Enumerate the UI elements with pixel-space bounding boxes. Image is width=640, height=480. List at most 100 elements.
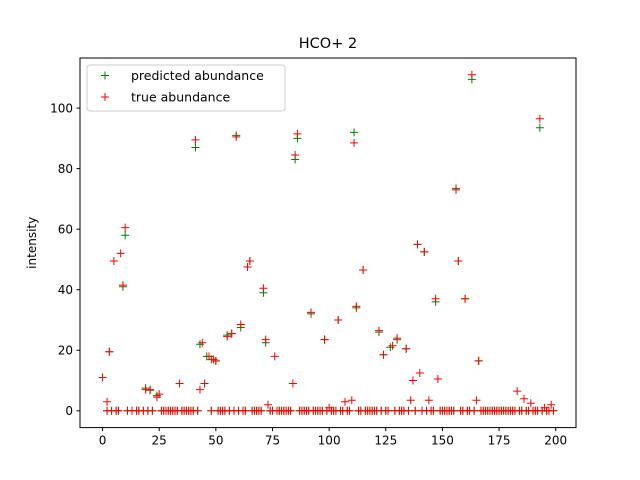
- data-point: [114, 406, 123, 415]
- data-point: [388, 341, 397, 350]
- y-axis: 0 20 40 60 80 100: [50, 101, 80, 418]
- data-point: [105, 347, 114, 356]
- data-point: [470, 406, 479, 415]
- data-point: [393, 334, 402, 343]
- x-tick-label: 25: [152, 434, 167, 448]
- data-point: [345, 406, 354, 415]
- data-point: [193, 406, 202, 415]
- data-point: [207, 406, 216, 415]
- data-point: [547, 400, 556, 409]
- data-point: [195, 385, 204, 394]
- data-point: [402, 344, 411, 353]
- chart-title: HCO+ 2: [299, 36, 357, 52]
- data-point: [526, 399, 535, 408]
- y-tick-label: 40: [58, 283, 73, 297]
- data-point: [175, 379, 184, 388]
- x-tick-label: 175: [488, 434, 511, 448]
- legend-box: [86, 64, 286, 112]
- data-point: [513, 387, 522, 396]
- data-point: [223, 332, 232, 341]
- data-point: [406, 396, 415, 405]
- data-point: [263, 400, 272, 409]
- y-tick-label: 60: [58, 222, 73, 236]
- data-point: [109, 256, 118, 265]
- data-point: [374, 326, 383, 335]
- x-tick-label: 100: [318, 434, 341, 448]
- data-point: [404, 406, 413, 415]
- data-point: [359, 266, 368, 275]
- data-point: [146, 385, 155, 394]
- data-point: [347, 396, 356, 405]
- data-point: [191, 143, 200, 152]
- data-point: [243, 263, 252, 272]
- y-tick-label: 0: [65, 404, 73, 418]
- data-point: [340, 397, 349, 406]
- plot-frame: [79, 57, 577, 429]
- data-point: [198, 338, 207, 347]
- data-point: [350, 128, 359, 137]
- data-point: [118, 281, 127, 290]
- data-marks: [98, 70, 558, 415]
- data-point: [452, 185, 461, 194]
- data-point: [232, 132, 241, 141]
- data-point: [411, 406, 420, 415]
- x-tick-label: 0: [99, 434, 107, 448]
- x-tick-label: 200: [544, 434, 567, 448]
- data-point: [259, 284, 268, 293]
- data-point: [241, 406, 250, 415]
- y-axis-label: intensity: [25, 217, 39, 269]
- data-point: [379, 350, 388, 359]
- data-point: [121, 231, 130, 240]
- data-point: [350, 138, 359, 147]
- data-point: [116, 249, 125, 258]
- data-point: [211, 356, 220, 365]
- data-point: [286, 406, 295, 415]
- data-point: [454, 256, 463, 265]
- data-point: [155, 390, 164, 399]
- data-point: [121, 223, 130, 232]
- data-point: [227, 329, 236, 338]
- legend: predicted abundance true abundance: [86, 64, 286, 112]
- legend-marker-predicted: [101, 71, 109, 80]
- legend-marker-true: [101, 93, 109, 101]
- y-tick-label: 80: [58, 162, 73, 176]
- data-point: [540, 403, 549, 412]
- y-tick-label: 20: [58, 343, 73, 357]
- data-point: [307, 308, 316, 317]
- legend-label-predicted: predicted abundance: [131, 68, 264, 83]
- data-point: [467, 70, 476, 79]
- data-point: [205, 352, 214, 361]
- y-tick-label: 100: [50, 101, 73, 115]
- data-point: [408, 376, 417, 385]
- data-point: [261, 335, 270, 344]
- data-point: [288, 379, 297, 388]
- data-point: [519, 394, 528, 403]
- legend-plus-marker: [101, 71, 109, 80]
- data-point: [429, 406, 438, 415]
- data-point: [191, 135, 200, 144]
- legend-label-true: true abundance: [131, 90, 230, 105]
- data-point: [424, 396, 433, 405]
- data-point: [200, 379, 209, 388]
- data-point: [415, 368, 424, 377]
- data-point: [413, 240, 422, 249]
- data-point: [384, 406, 393, 415]
- data-point: [245, 256, 254, 265]
- data-point: [461, 294, 470, 303]
- data-point: [431, 294, 440, 303]
- data-point: [236, 320, 245, 329]
- legend-entry-true: true abundance: [101, 90, 230, 105]
- data-point: [293, 129, 302, 138]
- x-tick-label: 50: [208, 434, 223, 448]
- data-point: [325, 403, 334, 412]
- data-point: [320, 335, 329, 344]
- legend-plus-marker: [101, 93, 109, 101]
- data-point: [474, 356, 483, 365]
- data-point: [549, 406, 558, 415]
- data-point: [433, 375, 442, 384]
- data-point: [98, 373, 107, 382]
- x-tick-label: 150: [431, 434, 454, 448]
- series-true: [98, 70, 558, 415]
- data-point: [334, 315, 343, 324]
